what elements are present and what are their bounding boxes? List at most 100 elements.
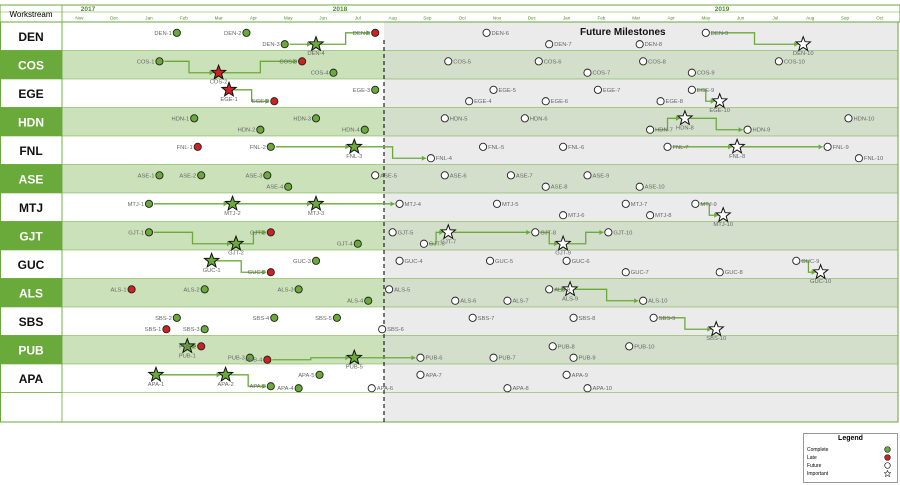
milestone-hdn-8-label: HDN-8 [676, 125, 694, 131]
milestone-fnl-4-label: FNL-4 [436, 156, 453, 162]
milestone-hdn-2-label: HDN-2 [238, 128, 256, 134]
dependency-arrowhead [714, 212, 719, 218]
milestone-ase-2-marker [197, 171, 206, 180]
milestone-mtj-7-label: MTJ-7 [631, 202, 647, 208]
milestone-hdn-6-marker [520, 114, 529, 123]
milestone-mtj-3-marker [307, 194, 325, 212]
month-label: Nov [75, 16, 84, 21]
milestone-ase-3-label: ASE-3 [246, 173, 263, 179]
milestone-gjt-9-marker [554, 234, 572, 251]
milestone-hdn-9-marker [743, 125, 752, 134]
milestone-pub-2-label: PUB-2 [179, 344, 196, 350]
milestone-ase-6-marker [440, 171, 449, 180]
milestone-ase-9-marker [583, 171, 592, 180]
month-label: Jul [355, 16, 361, 21]
row-label-guc: GUC [18, 258, 45, 272]
milestone-gjt-10-label: GJT-10 [613, 230, 632, 236]
milestone-sbs-6-marker [378, 325, 387, 334]
month-label: Oct [459, 16, 467, 21]
dependency-arrowhead [307, 41, 312, 47]
milestone-den-3-marker [280, 40, 289, 49]
milestone-apa-1-marker [147, 365, 165, 383]
milestone-cos-8-label: COS-8 [648, 59, 666, 65]
milestone-mtj-9-label: MTJ-9 [700, 202, 716, 208]
milestone-ege-8-marker [656, 97, 665, 106]
dependency-connector [710, 32, 799, 45]
milestone-hdn-3-marker [311, 114, 321, 123]
milestone-fnl-2-label: FNL-2 [250, 145, 266, 151]
milestone-pub-2-marker [197, 342, 206, 351]
milestone-apa-9-label: APA-9 [572, 373, 588, 379]
milestone-gjt-3-marker [266, 228, 275, 237]
month-label: Oct [876, 16, 884, 21]
milestone-ege-4-marker [465, 97, 474, 106]
dependency-connector [164, 60, 214, 74]
milestone-ege-5-marker [489, 85, 498, 94]
milestone-als-8-label: ALS-8 [554, 287, 570, 293]
row-header-cos [0, 50, 63, 80]
dependency-connector [216, 260, 266, 273]
milestone-ase-8-label: ASE-8 [551, 185, 568, 191]
milestone-guc-8-label: GUC-8 [725, 270, 743, 276]
milestone-pub-1-label: PUB-1 [179, 353, 196, 359]
milestone-cos-3-marker [298, 57, 307, 66]
milestone-den-4-label: DEN-4 [307, 51, 325, 57]
milestone-ase-1-label: ASE-1 [138, 173, 155, 179]
milestone-cos-6-label: COS-6 [544, 59, 562, 65]
milestone-mtj-6-marker [559, 211, 568, 220]
milestone-guc-10-marker [812, 263, 830, 280]
milestone-als-5-marker [385, 285, 394, 294]
milestone-mtj-7-marker [621, 199, 630, 208]
milestone-fnl-7-label: FNL-7 [673, 145, 689, 151]
milestone-als-1-marker [127, 285, 136, 294]
legend-item-complete: Complete [807, 447, 829, 453]
milestone-gjt-8-label: GJT-8 [540, 230, 556, 236]
milestone-cos-1-label: COS-1 [137, 59, 155, 65]
dependency-arrowhead [707, 326, 712, 332]
milestone-mtj-10-marker [714, 206, 732, 223]
month-label: Jul [772, 16, 778, 21]
row-band-future [384, 364, 898, 393]
milestone-sbs-8-label: SBS-8 [579, 316, 596, 322]
milestone-guc-5-marker [485, 256, 495, 265]
milestone-als-2-marker [200, 285, 209, 294]
row-label-als: ALS [19, 286, 43, 300]
milestone-als-10-label: ALS-10 [648, 299, 667, 305]
row-header-guc [0, 249, 63, 279]
milestone-sbs-10-label: SBS-10 [706, 336, 726, 342]
month-label: Jun [319, 16, 327, 21]
dependency-connector [223, 60, 298, 74]
milestone-guc-3-marker [311, 256, 321, 265]
milestone-gjt-1-label: GJT-1 [128, 230, 144, 236]
legend-late-icon [884, 454, 891, 461]
dependency-connector [575, 288, 639, 302]
milestone-ege-7-marker [593, 85, 602, 94]
milestone-ege-7-label: EGE-7 [603, 88, 620, 94]
milestone-hdn-4-label: HDN-4 [342, 128, 360, 134]
row-label-ase: ASE [19, 172, 44, 186]
milestone-pub-4-label: PUB-4 [245, 358, 263, 364]
milestone-sbs-8-marker [569, 313, 578, 322]
milestone-fnl-5-marker [479, 142, 488, 151]
milestone-hdn-10-marker [844, 114, 853, 123]
month-label: Feb [180, 16, 188, 21]
milestone-apa-6-label: APA-6 [377, 386, 393, 392]
dependency-arrowhead [209, 70, 214, 76]
milestone-guc-3-label: GUC-3 [293, 259, 311, 265]
milestone-sbs-3-label: SBS-3 [183, 327, 200, 333]
milestone-cos-9-label: COS-9 [697, 71, 715, 77]
milestone-mtj-8-label: MTJ-8 [655, 213, 671, 219]
milestone-pub-10-marker [625, 342, 634, 351]
milestone-guc-6-label: GUC-6 [572, 259, 590, 265]
milestone-ege-2-label: EGE-2 [252, 99, 269, 105]
milestone-gjt-5-label: GJT-5 [398, 230, 414, 236]
milestone-gjt-8-marker [531, 228, 540, 237]
dependency-arrowhead [599, 229, 604, 235]
milestone-den-4-marker [307, 35, 325, 52]
milestone-ase-5-marker [371, 171, 380, 180]
month-label: Jan [145, 16, 153, 21]
year-label: 2019 [715, 6, 730, 13]
milestone-ase-1-marker [155, 171, 164, 180]
milestone-ase-10-marker [635, 182, 644, 191]
milestone-cos-7-marker [583, 68, 592, 77]
